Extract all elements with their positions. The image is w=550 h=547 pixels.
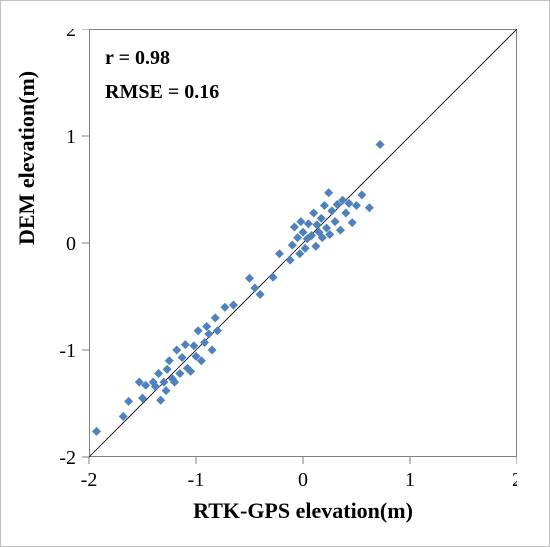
figure-frame: -2-1012-2-1012 DEM elevation(m) RTK-GPS …: [0, 0, 550, 547]
annotation-rmse: RMSE = 0.16: [105, 81, 219, 104]
svg-text:-1: -1: [188, 469, 205, 491]
svg-text:2: 2: [512, 469, 517, 491]
svg-text:1: 1: [405, 469, 415, 491]
svg-text:1: 1: [66, 126, 76, 148]
svg-text:0: 0: [298, 469, 308, 491]
svg-text:-2: -2: [81, 469, 98, 491]
annotation-r: r = 0.98: [105, 47, 170, 70]
svg-text:-2: -2: [59, 447, 76, 469]
x-axis-label: RTK-GPS elevation(m): [193, 498, 413, 524]
svg-text:-1: -1: [59, 340, 76, 362]
svg-text:2: 2: [66, 29, 76, 41]
svg-text:0: 0: [66, 233, 76, 255]
